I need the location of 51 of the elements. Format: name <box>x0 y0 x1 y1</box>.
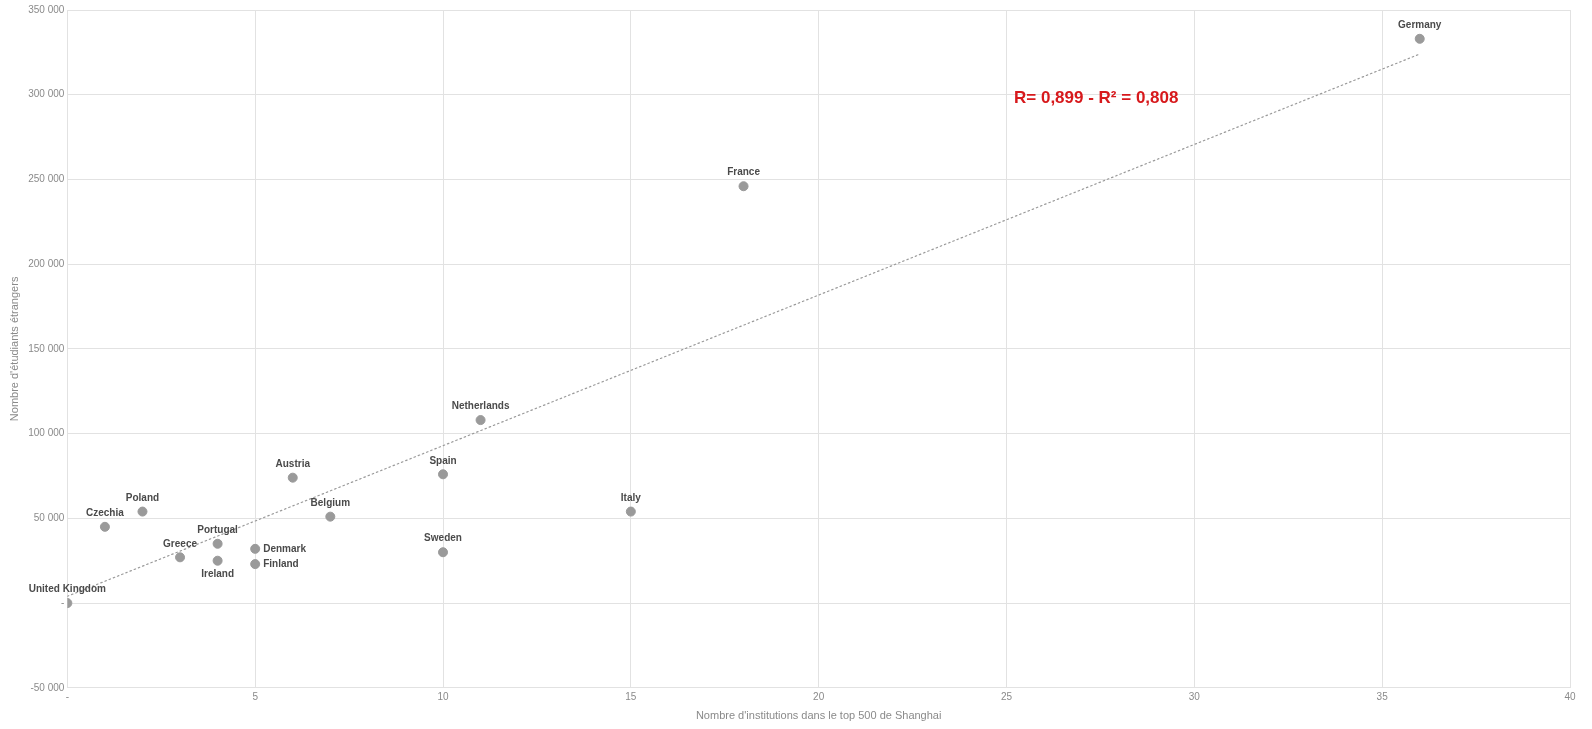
series-label: Czechia <box>86 507 125 519</box>
x-tick-label: 30 <box>1188 690 1201 702</box>
y-tick-label: -50 000 <box>30 681 65 693</box>
series-label: Portugal <box>197 524 239 536</box>
series-label: Germany <box>1398 19 1442 31</box>
x-tick-label: 40 <box>1564 690 1576 702</box>
point <box>137 506 148 517</box>
point <box>1414 33 1425 44</box>
x-axis-title: Nombre d'institutions dans le top 500 de Shanghai <box>695 709 942 722</box>
point <box>475 415 486 426</box>
series-label: United Kingdom <box>28 583 107 595</box>
point <box>287 472 298 483</box>
y-axis-title: Nombre d'étudiants étrangers <box>7 276 20 422</box>
series-label: France <box>727 166 761 178</box>
y-tick-label: 100 000 <box>28 427 65 439</box>
point <box>212 538 223 549</box>
series-label: Poland <box>125 491 160 503</box>
series-label: Italy <box>620 491 642 503</box>
y-tick-label: 300 000 <box>28 88 65 100</box>
x-tick-label: 15 <box>625 690 637 702</box>
series-label: Netherlands <box>451 400 510 412</box>
x-tick-label: 35 <box>1376 690 1389 702</box>
x-tick-label: 5 <box>252 690 259 702</box>
point <box>325 511 336 522</box>
x-tick-label: 25 <box>1000 690 1013 702</box>
series-label: Sweden <box>424 532 462 544</box>
point <box>438 469 449 480</box>
y-tick-label: - <box>61 596 65 608</box>
point <box>625 506 636 517</box>
x-tick-label: 20 <box>813 690 825 702</box>
series-label: Denmark <box>263 542 307 554</box>
y-tick-label: 200 000 <box>28 257 65 269</box>
point <box>250 559 261 570</box>
y-tick-label: 350 000 <box>28 3 65 15</box>
point <box>738 181 749 192</box>
y-tick-label: 250 000 <box>28 173 65 185</box>
point <box>212 555 223 566</box>
point <box>99 521 110 532</box>
series-label: Ireland <box>201 567 235 579</box>
x-tick-label: 10 <box>437 690 450 702</box>
point <box>250 543 261 554</box>
y-tick-label: 150 000 <box>28 342 65 354</box>
series-label: Finland <box>263 557 299 569</box>
point <box>438 547 449 558</box>
series-label: Greece <box>163 537 198 549</box>
annotation: R= 0,899 - R² = 0,808 <box>1014 87 1179 107</box>
y-tick-label: 50 000 <box>33 512 65 524</box>
point <box>175 552 186 563</box>
series-label: Spain <box>429 454 457 466</box>
series-label: Austria <box>275 457 311 469</box>
series-label: Belgium <box>310 496 351 508</box>
